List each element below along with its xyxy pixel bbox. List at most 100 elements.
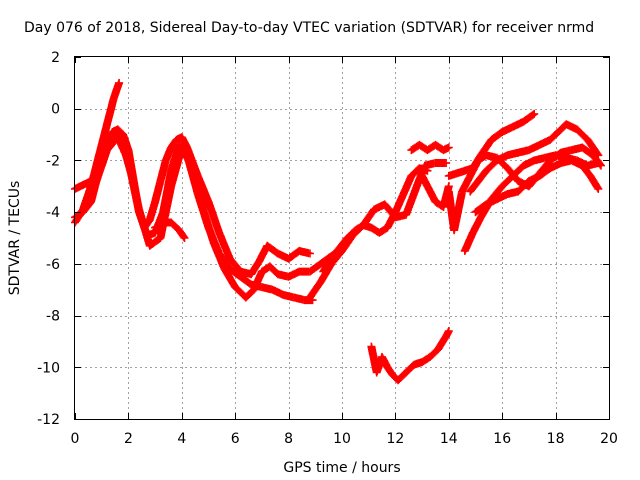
- data-point: [482, 157, 500, 175]
- data-point: [573, 125, 591, 143]
- data-point: [79, 198, 95, 217]
- data-point: [167, 137, 180, 152]
- data-point: [466, 157, 482, 180]
- series-arc-i: [407, 140, 453, 155]
- y-tick-label: 0: [51, 102, 60, 118]
- data-point: [402, 361, 417, 377]
- data-point: [458, 173, 474, 196]
- y-tick-label: -4: [46, 205, 60, 221]
- x-tick-label: 14: [440, 431, 458, 447]
- y-tick-label: -10: [37, 360, 60, 376]
- data-point: [383, 363, 396, 378]
- data-point: [215, 249, 233, 272]
- chart-title: Day 076 of 2018, Sidereal Day-to-day VTE…: [24, 20, 594, 36]
- data-point: [193, 190, 212, 231]
- data-point: [594, 159, 603, 167]
- data-point: [460, 230, 477, 255]
- series-arc-d: [71, 130, 317, 305]
- data-point: [514, 178, 532, 196]
- data-point: [159, 168, 175, 217]
- data-point: [474, 167, 490, 186]
- y-axis-label: SDTVAR / TECUs: [7, 181, 23, 296]
- data-point: [394, 369, 409, 385]
- y-tick-label: -6: [46, 257, 60, 273]
- data-point: [204, 197, 223, 236]
- x-tick-label: 2: [124, 431, 133, 447]
- data-point: [215, 228, 234, 262]
- data-point: [450, 189, 466, 235]
- x-tick-label: 20: [600, 431, 618, 447]
- data-point: [95, 121, 111, 160]
- data-point: [327, 245, 343, 263]
- data-point: [399, 173, 415, 198]
- data-point: [426, 346, 441, 361]
- y-tick-label: -12: [37, 412, 60, 428]
- data-point: [231, 283, 249, 301]
- data-point: [583, 135, 602, 158]
- data-point: [306, 249, 314, 258]
- y-tick-label: -8: [46, 309, 60, 325]
- data-point: [402, 183, 421, 219]
- data-point: [241, 286, 257, 302]
- data-point: [530, 109, 539, 118]
- data-point: [444, 143, 453, 152]
- y-axis-ticks: -12 -10 -8 -6 -4 -2 0 2: [37, 50, 609, 428]
- data-point: [180, 234, 189, 242]
- data-point: [145, 234, 164, 250]
- data-point: [442, 159, 451, 167]
- data-point: [434, 333, 450, 354]
- data-point: [423, 182, 439, 205]
- series-arc-e: [151, 218, 189, 242]
- data-point: [113, 125, 126, 138]
- data-point: [498, 173, 516, 191]
- data-point: [444, 327, 453, 336]
- data-point: [119, 140, 135, 176]
- y-tick-label: -2: [46, 153, 60, 169]
- data-point: [423, 166, 432, 175]
- x-tick-label: 16: [493, 431, 511, 447]
- data-point: [220, 265, 239, 290]
- plot-frame: [74, 56, 610, 420]
- x-tick-label: 8: [284, 431, 293, 447]
- data-point: [167, 218, 182, 234]
- data-point: [586, 171, 602, 192]
- data-point: [204, 223, 223, 257]
- series-arc-g: [319, 164, 432, 276]
- x-tick-label: 18: [547, 431, 565, 447]
- data-point: [468, 214, 485, 237]
- data-point: [183, 151, 202, 197]
- data-point: [111, 130, 127, 148]
- data-points: [71, 78, 605, 385]
- data-point: [109, 80, 123, 103]
- data-point: [319, 256, 335, 276]
- data-point: [265, 262, 281, 278]
- data-point: [103, 95, 118, 129]
- data-point: [383, 209, 399, 232]
- data-point: [546, 129, 562, 144]
- x-axis-label: GPS time / hours: [283, 460, 400, 476]
- x-tick-label: 6: [231, 431, 240, 447]
- x-tick-label: 4: [177, 431, 186, 447]
- series-arc-a: [71, 78, 124, 227]
- x-tick-label: 12: [386, 431, 404, 447]
- data-point: [225, 265, 244, 280]
- grid: [75, 57, 609, 419]
- data-point: [343, 227, 359, 242]
- data-point: [594, 184, 603, 193]
- series-arc-l: [444, 143, 605, 235]
- data-point: [415, 166, 431, 189]
- data-point: [135, 208, 151, 238]
- data-point: [418, 353, 433, 367]
- x-tick-label: 10: [333, 431, 351, 447]
- data-point: [255, 243, 271, 266]
- data-point: [175, 226, 188, 241]
- data-point: [127, 169, 143, 215]
- data-point: [95, 139, 111, 175]
- data-point: [508, 162, 527, 180]
- data-point: [578, 143, 596, 159]
- data-point: [145, 199, 159, 224]
- data-point: [306, 279, 324, 302]
- x-axis-ticks: 0 2 4 6 8 10 12 14 16 18 20: [71, 57, 618, 447]
- data-point: [115, 78, 124, 87]
